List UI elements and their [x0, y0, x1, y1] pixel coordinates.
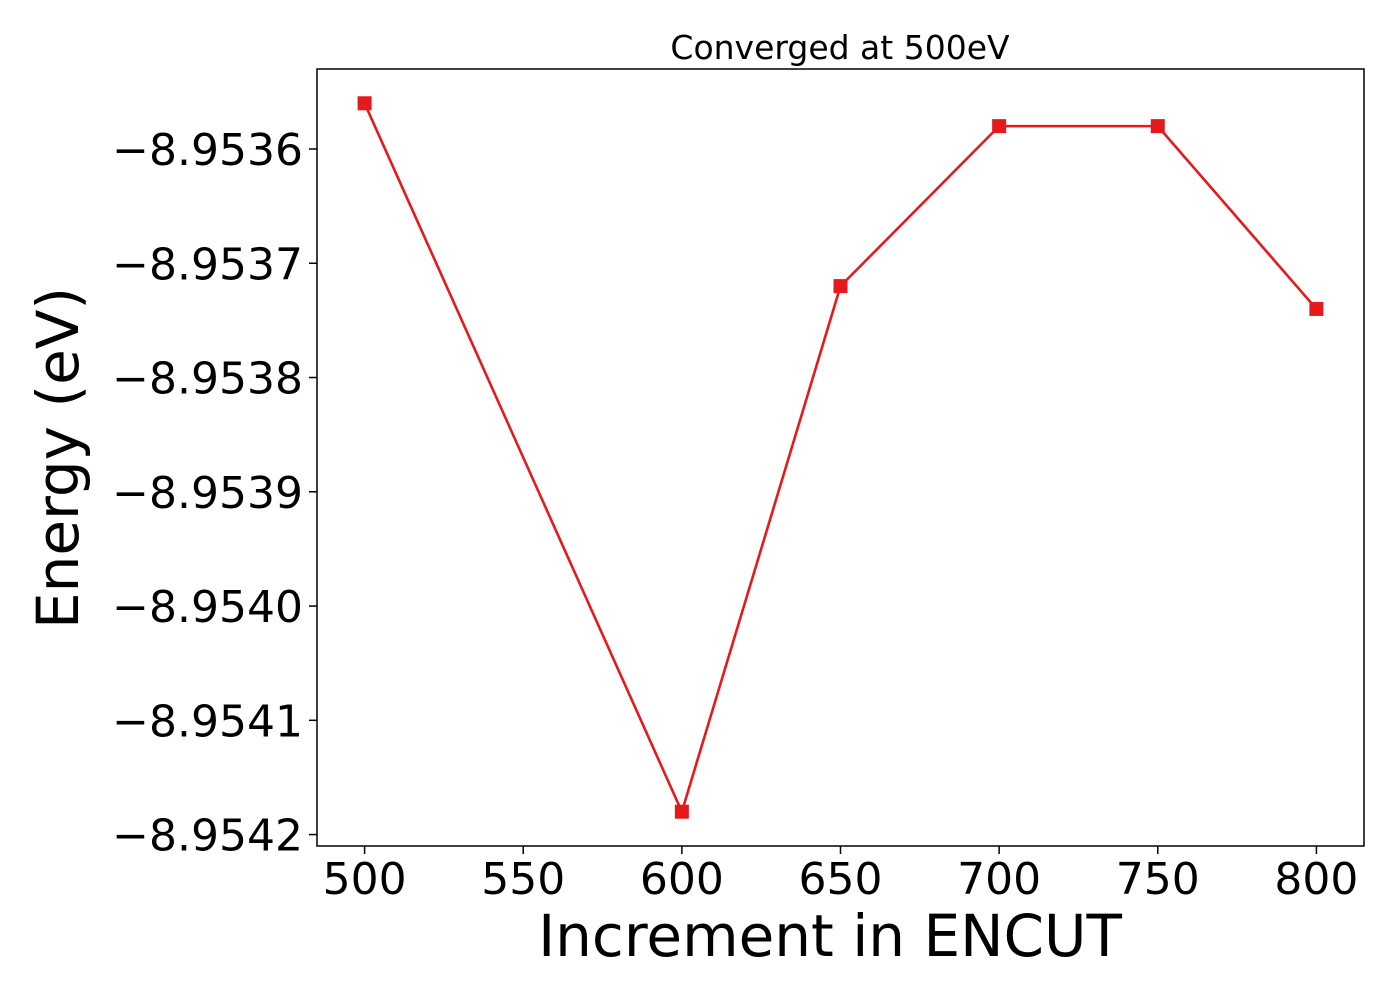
series-layer [357, 96, 1324, 819]
x-tick-label: 750 [1116, 854, 1200, 905]
data-point-marker [674, 804, 689, 819]
y-tick-label: −8.9542 [112, 811, 303, 862]
y-tick-label: −8.9539 [112, 468, 303, 519]
x-tick-label: 550 [481, 854, 565, 905]
x-tick-label: 600 [640, 854, 724, 905]
y-tick-label: −8.9540 [112, 582, 303, 633]
data-point-marker [1150, 119, 1165, 134]
y-tick-label: −8.9538 [112, 354, 303, 405]
x-tick-label: 700 [957, 854, 1041, 905]
data-point-marker [1309, 301, 1324, 316]
plot-frame [316, 68, 1365, 847]
x-tick-label: 800 [1274, 854, 1358, 905]
data-point-marker [357, 96, 372, 111]
y-tick-label: −8.9536 [112, 125, 303, 176]
ticks-layer: 500 550 600 650 700 750 800 −8.9536 −8.9537 −8.95… [112, 125, 1358, 905]
y-tick-label: −8.9541 [112, 696, 303, 747]
chart-title: Converged at 500eV [670, 28, 1010, 67]
y-axis-title: Energy (eV) [24, 287, 92, 629]
data-point-marker [833, 279, 848, 294]
x-tick-label: 500 [323, 854, 407, 905]
x-tick-label: 650 [799, 854, 883, 905]
y-tick-label: −8.9537 [112, 239, 303, 290]
x-axis-title: Increment in ENCUT [538, 902, 1122, 970]
data-point-marker [992, 119, 1007, 134]
series-line [363, 102, 1318, 814]
